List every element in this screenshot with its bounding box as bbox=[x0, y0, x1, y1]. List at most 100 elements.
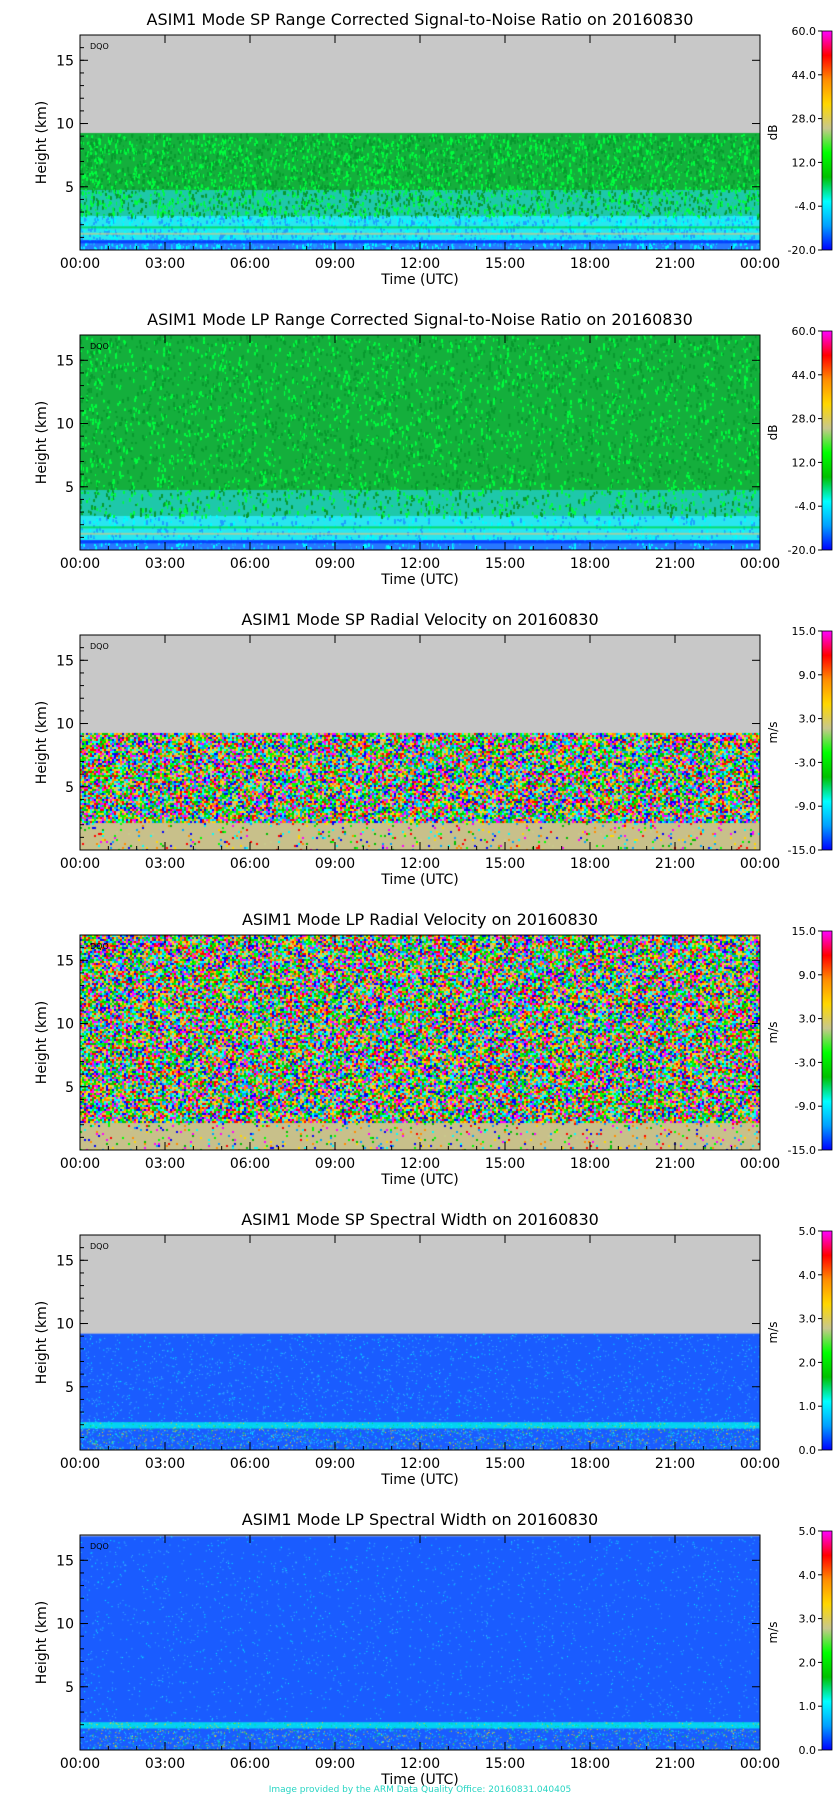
x-tick-label: 12:00 bbox=[400, 856, 440, 872]
y-tick-label: 5 bbox=[65, 780, 74, 796]
chart-svg: DQO 5 10 15 00:00 03:00 06:00 09:00 12:00 15:00 18… bbox=[34, 625, 833, 888]
colorbar-tick-label: 0.0 bbox=[799, 1744, 817, 1757]
colorbar-label: dB bbox=[766, 125, 780, 141]
heatmap-image bbox=[80, 635, 760, 850]
y-tick-label: 5 bbox=[65, 180, 74, 196]
x-tick-label: 12:00 bbox=[400, 1456, 440, 1472]
colorbar-tick-label: -4.0 bbox=[795, 200, 816, 213]
x-tick-label: 06:00 bbox=[230, 256, 270, 272]
chart-panel-3: ASIM1 Mode SP Radial Velocity on 2016083… bbox=[0, 600, 840, 900]
y-axis-label: Height (km) bbox=[34, 701, 50, 784]
colorbar-tick-label: 12.0 bbox=[792, 456, 817, 469]
image-credit: Image provided by the ARM Data Quality O… bbox=[268, 1785, 572, 1795]
chart-title: ASIM1 Mode SP Radial Velocity on 2016083… bbox=[241, 610, 599, 629]
colorbar-tick-label: 3.0 bbox=[799, 1013, 817, 1026]
colorbar-tick-label: 44.0 bbox=[792, 69, 817, 82]
x-tick-label: 06:00 bbox=[230, 856, 270, 872]
x-tick-label: 00:00 bbox=[60, 1156, 100, 1172]
colorbar-tick-label: 15.0 bbox=[792, 925, 817, 938]
y-tick-label: 5 bbox=[65, 1380, 74, 1396]
chart-title: ASIM1 Mode LP Radial Velocity on 2016083… bbox=[241, 910, 599, 929]
colorbar bbox=[821, 330, 833, 551]
colorbar-tick-label: 3.0 bbox=[799, 1313, 817, 1326]
x-tick-label: 00:00 bbox=[60, 1456, 100, 1472]
x-tick-label: 12:00 bbox=[400, 1756, 440, 1772]
colorbar-tick-label: 28.0 bbox=[792, 113, 817, 126]
chart-title: ASIM1 Mode LP Spectral Width on 20160830 bbox=[241, 1510, 599, 1529]
colorbar bbox=[821, 630, 833, 851]
x-tick-label: 09:00 bbox=[315, 1456, 355, 1472]
colorbar-tick-label: -9.0 bbox=[795, 800, 816, 813]
colorbar-tick-label: 4.0 bbox=[799, 1569, 817, 1582]
x-tick-label: 15:00 bbox=[485, 1456, 525, 1472]
chart-svg: DQO 5 10 15 00:00 03:00 06:00 09:00 12:00 15:00 18… bbox=[34, 325, 833, 588]
colorbar-tick-label: -3.0 bbox=[795, 756, 816, 769]
x-tick-label: 15:00 bbox=[485, 856, 525, 872]
colorbar-tick-label: 9.0 bbox=[799, 669, 817, 682]
chart-panel-2: ASIM1 Mode LP Range Corrected Signal-to-… bbox=[0, 300, 840, 600]
x-tick-label: 03:00 bbox=[145, 856, 185, 872]
x-tick-label: 00:00 bbox=[740, 1456, 780, 1472]
x-tick-label: 03:00 bbox=[145, 1756, 185, 1772]
x-tick-label: 09:00 bbox=[315, 256, 355, 272]
colorbar-tick-label: 28.0 bbox=[792, 413, 817, 426]
x-tick-label: 00:00 bbox=[740, 256, 780, 272]
colorbar-tick-label: 2.0 bbox=[799, 1656, 817, 1669]
x-tick-label: 00:00 bbox=[740, 856, 780, 872]
x-tick-label: 21:00 bbox=[655, 1456, 695, 1472]
colorbar-tick-label: 5.0 bbox=[799, 1225, 817, 1238]
x-tick-label: 00:00 bbox=[740, 1756, 780, 1772]
x-axis-label: Time (UTC) bbox=[380, 1472, 458, 1488]
colorbar-tick-label: -15.0 bbox=[788, 1144, 816, 1157]
y-tick-label: 5 bbox=[65, 480, 74, 496]
y-tick-label: 15 bbox=[56, 653, 74, 669]
colorbar-tick-label: 1.0 bbox=[799, 1400, 817, 1413]
colorbar-tick-label: 60.0 bbox=[792, 325, 817, 338]
y-axis-label: Height (km) bbox=[34, 1301, 50, 1384]
x-tick-label: 12:00 bbox=[400, 256, 440, 272]
colorbar-tick-label: -3.0 bbox=[795, 1056, 816, 1069]
y-axis-label: Height (km) bbox=[34, 1001, 50, 1084]
colorbar bbox=[821, 1230, 833, 1451]
chart-panel-4: ASIM1 Mode LP Radial Velocity on 2016083… bbox=[0, 900, 840, 1200]
y-tick-label: 15 bbox=[56, 53, 74, 69]
chart-svg: DQO 5 10 15 00:00 03:00 06:00 09:00 12:00 15:00 18… bbox=[34, 1525, 833, 1788]
x-tick-label: 09:00 bbox=[315, 856, 355, 872]
x-tick-label: 15:00 bbox=[485, 256, 525, 272]
colorbar-tick-label: 4.0 bbox=[799, 1269, 817, 1282]
x-tick-label: 18:00 bbox=[570, 556, 610, 572]
y-axis-label: Height (km) bbox=[34, 401, 50, 484]
x-tick-label: 15:00 bbox=[485, 1156, 525, 1172]
dqo-label: DQO bbox=[90, 1542, 109, 1551]
heatmap-image bbox=[80, 935, 760, 1150]
x-tick-label: 15:00 bbox=[485, 1756, 525, 1772]
x-tick-label: 00:00 bbox=[740, 1156, 780, 1172]
x-tick-label: 03:00 bbox=[145, 1156, 185, 1172]
dqo-label: DQO bbox=[90, 342, 109, 351]
y-tick-label: 10 bbox=[56, 117, 74, 133]
x-tick-label: 00:00 bbox=[60, 856, 100, 872]
chart-title: ASIM1 Mode LP Range Corrected Signal-to-… bbox=[147, 310, 693, 329]
x-tick-label: 03:00 bbox=[145, 556, 185, 572]
y-tick-label: 15 bbox=[56, 1253, 74, 1269]
x-tick-label: 12:00 bbox=[400, 556, 440, 572]
colorbar bbox=[821, 930, 833, 1151]
colorbar-tick-label: 0.0 bbox=[799, 1444, 817, 1457]
colorbar-label: m/s bbox=[766, 722, 780, 744]
y-tick-label: 5 bbox=[65, 1080, 74, 1096]
chart-svg: DQO 5 10 15 00:00 03:00 06:00 09:00 12:00 15:00 18… bbox=[34, 925, 833, 1188]
colorbar-tick-label: -9.0 bbox=[795, 1100, 816, 1113]
chart-title: ASIM1 Mode SP Spectral Width on 20160830 bbox=[241, 1210, 599, 1229]
x-tick-label: 09:00 bbox=[315, 1156, 355, 1172]
x-tick-label: 18:00 bbox=[570, 1456, 610, 1472]
colorbar-label: m/s bbox=[766, 1322, 780, 1344]
y-tick-label: 10 bbox=[56, 1017, 74, 1033]
heatmap-image bbox=[80, 1235, 760, 1450]
colorbar-tick-label: -4.0 bbox=[795, 500, 816, 513]
colorbar-tick-label: -20.0 bbox=[788, 244, 816, 257]
colorbar bbox=[821, 1530, 833, 1751]
x-tick-label: 09:00 bbox=[315, 1756, 355, 1772]
x-tick-label: 21:00 bbox=[655, 256, 695, 272]
colorbar-tick-label: 15.0 bbox=[792, 625, 817, 638]
chart-svg: DQO 5 10 15 00:00 03:00 06:00 09:00 12:00 15:00 18… bbox=[34, 1225, 833, 1488]
